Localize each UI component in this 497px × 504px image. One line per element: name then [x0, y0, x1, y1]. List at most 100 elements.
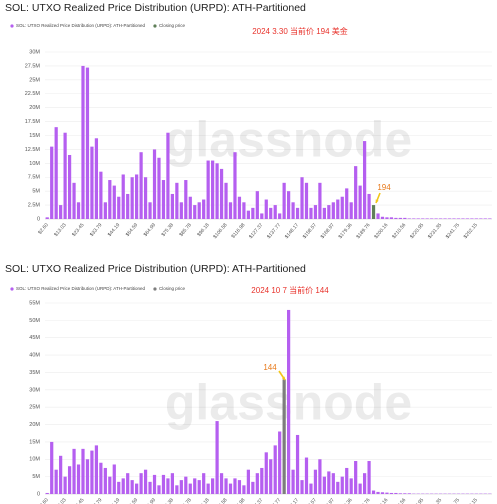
bar [50, 146, 54, 219]
bar [152, 474, 157, 494]
y-tick-label: 27.5M [25, 63, 41, 69]
x-tick-label: $127.37 [248, 222, 264, 240]
bar [398, 493, 402, 494]
y-tick-label: 12.5M [25, 147, 41, 153]
bar [90, 146, 94, 219]
bar [188, 196, 192, 219]
bar [224, 478, 228, 494]
bar [309, 207, 313, 219]
x-tick-label: $75.38 [161, 497, 176, 504]
bar [117, 481, 121, 494]
chart-title: SOL: UTXO Realized Price Distribution (U… [5, 263, 306, 275]
bar [362, 141, 367, 219]
bar [99, 462, 103, 494]
x-tick-label: $168.97 [320, 497, 336, 504]
x-tick-label: $241.75 [445, 222, 461, 240]
y-tick-label: 10M [29, 457, 40, 463]
bar [488, 218, 492, 219]
bar [300, 480, 304, 494]
bar [354, 461, 358, 494]
x-tick-label: $85.78 [178, 222, 193, 238]
bar [228, 483, 233, 494]
x-tick-label: $252.15 [463, 222, 479, 240]
x-tick-label: $168.97 [320, 222, 336, 240]
bar [166, 132, 170, 219]
x-tick-label: $137.77 [266, 222, 282, 240]
bar [175, 485, 179, 494]
y-tick-label: 7.5M [28, 175, 41, 181]
x-tick-label: $13.03 [53, 222, 68, 238]
legend-label: SOL: UTXO Realized Price Distribution (U… [16, 23, 145, 28]
bar [81, 448, 85, 494]
legend-swatch [10, 287, 14, 291]
bar [108, 476, 112, 494]
bar [121, 478, 125, 494]
x-tick-label: $200.16 [373, 222, 389, 240]
bar [421, 218, 425, 219]
bar [385, 217, 389, 219]
bar [72, 448, 76, 494]
bar [67, 154, 72, 219]
bar [135, 483, 139, 494]
bar [143, 469, 148, 494]
bar [130, 177, 134, 219]
x-tick-label: $96.18 [196, 497, 211, 504]
bar [331, 473, 335, 494]
legend-swatch [10, 24, 14, 28]
bar [148, 202, 152, 219]
bar [313, 205, 318, 219]
x-tick-label: $54.59 [125, 222, 140, 238]
x-tick-label: $148.17 [284, 222, 300, 240]
bar [152, 149, 157, 219]
x-tick-label: $85.78 [178, 497, 193, 504]
x-tick-label: $148.17 [284, 497, 300, 504]
bar [45, 492, 49, 494]
bar [117, 196, 121, 219]
bar [461, 218, 465, 219]
bar [166, 478, 170, 494]
x-tick-label: $210.56 [391, 497, 407, 504]
y-tick-label: 55M [29, 300, 40, 306]
x-tick-label: $231.35 [427, 497, 443, 504]
annotation-arrow-head [375, 199, 379, 203]
bar [139, 152, 143, 219]
bar [219, 168, 224, 219]
y-tick-label: 22.5M [25, 91, 41, 97]
x-tick-label: $200.16 [373, 497, 389, 504]
bar [407, 493, 411, 494]
bar [215, 421, 219, 494]
bar [193, 478, 197, 494]
x-tick-label: $252.15 [463, 497, 479, 504]
y-tick-label: 25M [29, 405, 40, 411]
bar [300, 177, 304, 219]
bar [59, 455, 63, 494]
bar [380, 216, 385, 219]
bar [139, 473, 143, 494]
bar [211, 478, 215, 494]
bar [246, 210, 250, 219]
bar [85, 459, 90, 494]
bar [327, 471, 331, 494]
bar [126, 473, 130, 494]
bar [264, 452, 268, 494]
bar [447, 218, 452, 219]
bar [103, 202, 107, 219]
x-tick-label: $23.45 [71, 497, 86, 504]
bar [251, 207, 255, 219]
bar [358, 185, 362, 219]
bar [233, 152, 237, 219]
bar [349, 202, 353, 219]
bar [246, 469, 250, 494]
bar [479, 218, 483, 219]
bar [179, 480, 183, 494]
y-tick-label: 5M [32, 474, 40, 480]
bar [278, 431, 282, 494]
bar [287, 191, 291, 219]
bar [385, 492, 389, 494]
annotation: 2024 3.30 当前价 194 美金 [252, 26, 348, 36]
bar [367, 461, 371, 494]
bar [322, 207, 326, 219]
annotation: 2024 10 7 当前价 144 [251, 285, 329, 295]
x-tick-label: $44.19 [107, 222, 122, 238]
